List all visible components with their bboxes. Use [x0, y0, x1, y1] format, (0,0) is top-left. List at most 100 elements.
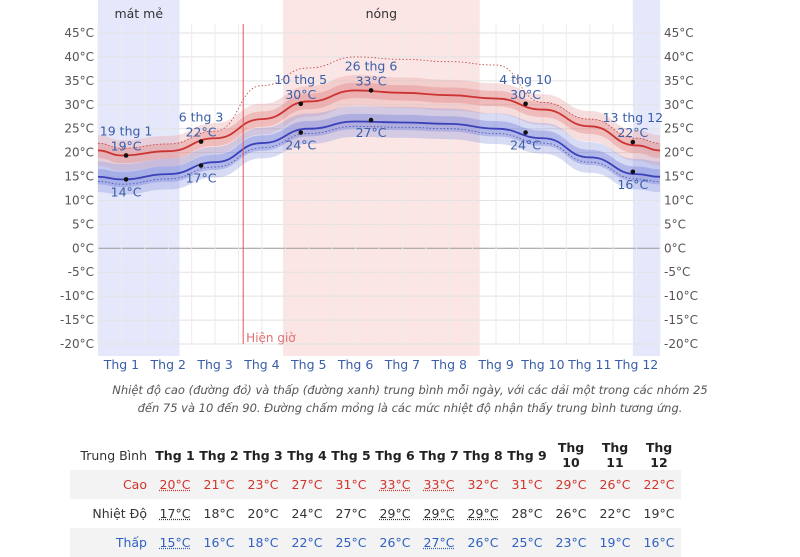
annotation-high: 22°C [186, 125, 217, 140]
annotation-low: 16°C [617, 177, 648, 192]
x-tick-label: Thg 1 [103, 357, 139, 372]
table-cell: 18°C [203, 506, 235, 521]
high-temperature-line [97, 89, 661, 157]
y-tick-label-right: 10°C [664, 193, 694, 207]
x-tick-label: Thg 9 [477, 357, 513, 372]
table-cell: 26°C [593, 470, 637, 499]
annotation-date: 13 thg 12 [603, 110, 664, 125]
table-cell: 22°C [285, 528, 329, 557]
month-header: Thg 9 [507, 447, 547, 463]
annotation-low: 24°C [510, 138, 541, 153]
series-lines: Hiện giờ [97, 24, 661, 345]
y-tick-label-left: 40°C [64, 50, 94, 64]
temperature-chart: mát mẻ nóng Hiện giờ 45°C 45°C 40°C 40°C 35°C… [60, 0, 698, 372]
y-tick-label-right: 30°C [664, 98, 694, 112]
x-tick-label: Thg 2 [150, 357, 186, 372]
high-point-marker [630, 139, 636, 145]
y-tick-label-right: -20°C [664, 337, 698, 351]
caption-line-2: đến 75 và 10 đến 90. Đường chấm mỏng là … [137, 401, 683, 415]
table-cell: 24°C [291, 506, 323, 521]
y-tick-label-left: 30°C [64, 98, 94, 112]
now-label: Hiện giờ [246, 331, 296, 345]
row-label: Nhiệt Độ [92, 506, 147, 521]
month-header: Thg 2 [199, 447, 239, 463]
month-header: Thg 1 [155, 447, 195, 463]
month-header: Thg 6 [375, 447, 415, 463]
caption-line-1: Nhiệt độ cao (đường đỏ) và thấp (đường x… [112, 383, 708, 397]
month-header: Thg 4 [287, 447, 327, 463]
y-axis: 45°C 45°C 40°C 40°C 35°C 35°C 30°C 30°C 25°C 25°C… [60, 26, 698, 351]
table-cell: 29°C [423, 506, 455, 521]
season-bands: mát mẻ nóng [98, 0, 660, 356]
table-header-row: Trung Bình Thg 1 Thg 2 Thg 3 Thg 4 Thg 5… [70, 440, 681, 470]
table-cell: 31°C [505, 470, 549, 499]
table-cell: 33°C [373, 470, 417, 499]
season-label: nóng [366, 6, 397, 21]
low-temperature-line [97, 120, 661, 181]
season-label: mát mẻ [114, 6, 163, 21]
x-axis: Thg 1 Thg 2 Thg 3 Thg 4 Thg 5 Thg 6 Thg 7 Thg 8… [103, 357, 659, 372]
table-header-label: Trung Bình [80, 447, 147, 463]
annotation-date: 26 thg 6 [345, 58, 398, 73]
grid-lines [97, 24, 661, 345]
low-point-marker [630, 169, 636, 175]
table-cell: 27°C [335, 506, 367, 521]
season-band [632, 0, 660, 356]
x-tick-label: Thg 11 [567, 357, 611, 372]
monthly-summary-table: Trung Bình Thg 1 Thg 2 Thg 3 Thg 4 Thg 5… [70, 440, 681, 557]
y-tick-label-right: 0°C [664, 241, 686, 255]
month-header: Thg 11 [601, 440, 629, 470]
x-tick-label: Thg 12 [614, 357, 658, 372]
y-tick-label-right: 45°C [664, 26, 694, 40]
annotation-low: 14°C [111, 184, 142, 199]
table-cell: 16°C [637, 528, 681, 557]
row-label: Cao [70, 470, 153, 499]
month-header: Thg 8 [463, 447, 503, 463]
y-tick-label-left: 35°C [64, 74, 94, 88]
table-cell: 29°C [379, 506, 411, 521]
high-point-marker [298, 101, 304, 107]
perceived-high-line [97, 56, 661, 149]
y-tick-label-right: 35°C [664, 74, 694, 88]
table-cell: 29°C [467, 506, 499, 521]
y-tick-label-left: 25°C [64, 122, 94, 136]
table-cell: 27°C [417, 528, 461, 557]
annotation-high: 30°C [285, 87, 316, 102]
annotation-date: 19 thg 1 [100, 123, 153, 138]
annotation-low: 27°C [356, 125, 387, 140]
table-cell: 18°C [241, 528, 285, 557]
month-header: Thg 7 [419, 447, 459, 463]
y-tick-label-right: 15°C [664, 170, 694, 184]
row-label: Thấp [70, 528, 153, 557]
annotation-low: 17°C [186, 171, 217, 186]
high-point-marker [123, 153, 129, 158]
y-tick-label-left: 5°C [72, 217, 94, 231]
y-tick-label-right: 40°C [664, 50, 694, 64]
high-band-25-75 [98, 82, 660, 164]
x-tick-label: Thg 7 [384, 357, 420, 372]
table-cell: 28°C [511, 506, 543, 521]
x-tick-label: Thg 10 [520, 357, 564, 372]
high-point-marker [523, 101, 528, 107]
month-header: Thg 3 [243, 447, 283, 463]
y-tick-label-left: 15°C [64, 170, 94, 184]
y-tick-label-left: 10°C [64, 193, 94, 207]
y-tick-label-right: -15°C [664, 313, 698, 327]
x-tick-label: Thg 3 [196, 357, 232, 372]
table-cell: 17°C [159, 506, 191, 521]
y-tick-label-left: -10°C [60, 289, 94, 303]
table-cell: 26°C [461, 528, 505, 557]
y-tick-label-left: 20°C [64, 146, 94, 160]
annotation-date: 10 thg 5 [274, 72, 327, 87]
table-cell: 25°C [505, 528, 549, 557]
low-point-marker [298, 130, 304, 135]
table-row-mean: Nhiệt Độ 17°C 18°C 20°C 24°C 27°C 29°C 2… [70, 499, 681, 528]
table-cell: 23°C [549, 528, 593, 557]
y-tick-label-left: 0°C [72, 241, 94, 255]
month-header: Thg 5 [331, 447, 371, 463]
high-point-marker [198, 139, 204, 144]
table-cell: 33°C [417, 470, 461, 499]
y-tick-label-right: -5°C [664, 265, 690, 279]
annotation-low: 24°C [285, 138, 316, 153]
x-tick-label: Thg 4 [243, 357, 279, 372]
